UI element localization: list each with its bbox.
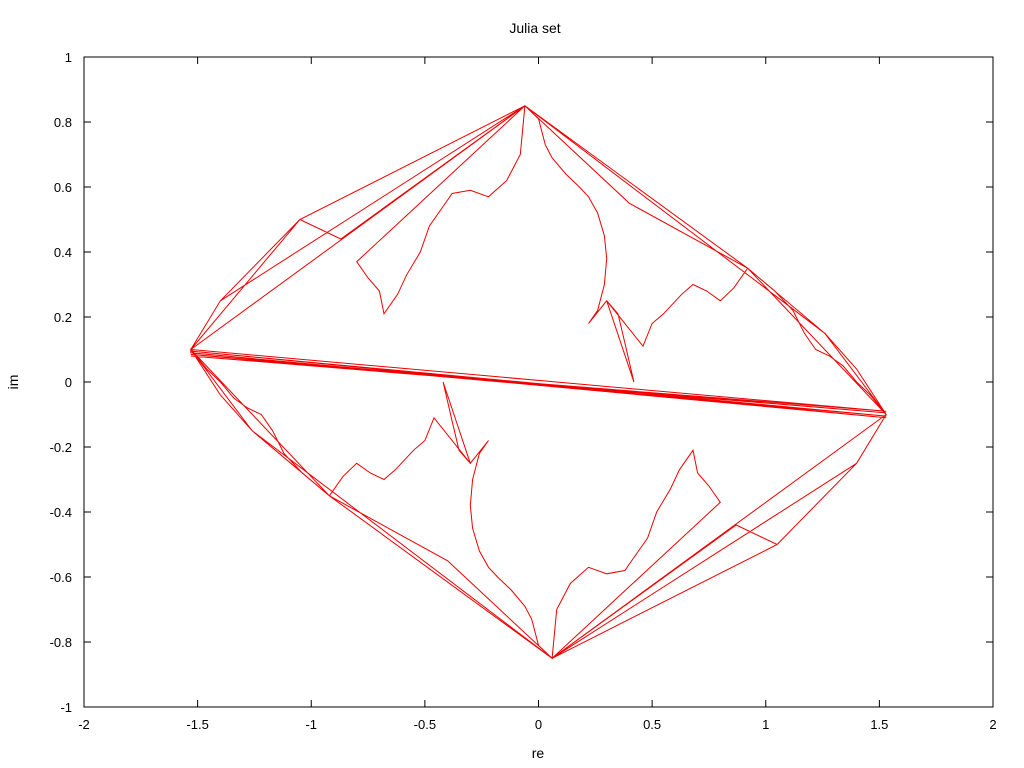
y-tick-label: 0.2 [54, 310, 72, 325]
y-tick-label: -0.4 [50, 505, 72, 520]
julia-set-series-line [189, 104, 887, 660]
x-tick-label: 0.5 [643, 717, 661, 732]
x-tick-label: -1.5 [186, 717, 208, 732]
y-tick-label: 0.8 [54, 115, 72, 130]
y-tick-label: -0.8 [50, 635, 72, 650]
y-tick-label: -0.6 [50, 570, 72, 585]
x-axis-title: re [532, 745, 545, 761]
y-tick-label: -1 [60, 700, 72, 715]
x-tick-label: -1 [305, 717, 317, 732]
x-tick-label: 0 [535, 717, 542, 732]
x-tick-label: 1 [762, 717, 769, 732]
x-tick-label: -0.5 [414, 717, 436, 732]
y-tick-label: -0.2 [50, 440, 72, 455]
y-tick-label: 0.6 [54, 180, 72, 195]
ticks-layer: -2 -1.5 -1 -0.5 0 0.5 1 1.5 2 -1 -0.8 -0.6 -0.4 -0.2 0… [50, 50, 997, 732]
x-tick-label: 1.5 [870, 717, 888, 732]
x-tick-label: -2 [78, 717, 90, 732]
y-tick-label: 1 [65, 50, 72, 65]
y-tick-label: 0.4 [54, 245, 72, 260]
x-tick-label: 2 [989, 717, 996, 732]
y-axis-title: im [5, 375, 21, 390]
chart-title: Julia set [509, 20, 560, 36]
data-layer [189, 104, 887, 660]
y-tick-label: 0 [65, 375, 72, 390]
